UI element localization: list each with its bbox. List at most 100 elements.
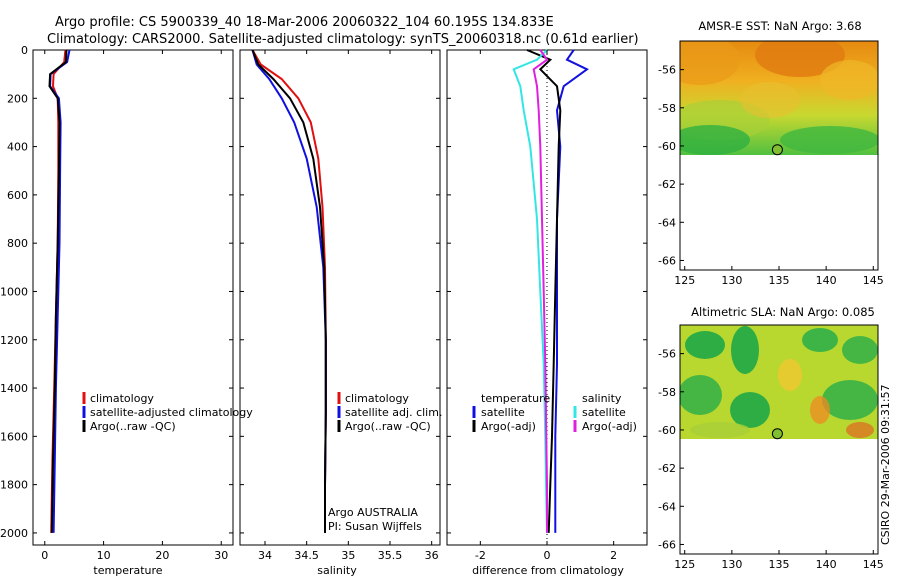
legend-title-temperature: temperature	[481, 392, 550, 405]
map-y-tick-label: -62	[658, 462, 676, 475]
temperature-x-ticks: 0 10 20 30	[41, 50, 228, 562]
series-line-argo-raw-qc-	[48, 49, 68, 533]
pi-label: PI: Susan Wijffels	[328, 520, 422, 533]
sla-blob	[731, 326, 759, 374]
sla-blob	[846, 422, 874, 438]
sst-blob	[755, 41, 845, 77]
depth-axis: 0 200 400 600 800 1000 1200 1400 1600 1800 2000	[0, 44, 28, 540]
series-line-temperature-argo-adj-	[526, 49, 562, 533]
legend-label-satellite: satellite-adjusted climatology	[90, 406, 253, 419]
salinity-axis-label: salinity	[317, 564, 357, 577]
x-tick-label: 34	[258, 549, 272, 562]
series-line-salinity-satellite	[512, 49, 548, 533]
map-y-tick-label: -64	[658, 216, 676, 229]
difference-x-ticks: -2 0 2	[475, 50, 617, 562]
sla-blob	[690, 422, 750, 438]
map-y-tick-label: -64	[658, 500, 676, 513]
sst-blob	[680, 41, 740, 85]
sla-map-ticks: 125 130 135 140 145 -56 -58 -60 -62 -64 -66	[658, 348, 884, 571]
y-tick-label: 400	[7, 141, 28, 154]
x-tick-label: 36	[425, 549, 439, 562]
y-tick-label: 600	[7, 189, 28, 202]
sla-blob	[778, 359, 802, 391]
sla-blob	[685, 331, 725, 359]
temperature-legend: climatology satellite-adjusted climatolo…	[82, 392, 253, 433]
y-tick-label: 800	[7, 237, 28, 250]
x-tick-label: 35	[341, 549, 355, 562]
sst-blob	[820, 60, 878, 100]
legend-label-argo: Argo(..raw -QC)	[90, 420, 176, 433]
legend-label-argo: Argo(..raw -QC)	[345, 420, 431, 433]
legend-label-sal-argo: Argo(-adj)	[582, 420, 637, 433]
y-tick-label: 1000	[0, 285, 28, 298]
series-line-satellite-adj-clim-	[251, 49, 327, 533]
sla-map-field	[680, 325, 878, 439]
y-tick-label: 1200	[0, 334, 28, 347]
map-x-tick-label: 130	[721, 274, 742, 287]
map-y-tick-label: -58	[658, 386, 676, 399]
map-y-tick-label: -66	[658, 254, 676, 267]
x-tick-label: 34.5	[294, 549, 319, 562]
argo-australia-label: Argo AUSTRALIA	[328, 506, 418, 519]
map-x-tick-label: 145	[863, 558, 884, 571]
legend-title-salinity: salinity	[582, 392, 622, 405]
salinity-legend: climatology satellite adj. clim. Argo(..…	[337, 392, 442, 433]
x-tick-label: 35.5	[378, 549, 403, 562]
map-y-tick-label: -58	[658, 102, 676, 115]
sla-blob	[810, 396, 830, 424]
sla-blob	[730, 392, 770, 428]
temperature-curves	[33, 49, 233, 534]
map-x-tick-label: 125	[674, 274, 695, 287]
x-tick-label: 0	[41, 549, 48, 562]
sst-blob	[780, 126, 878, 154]
temperature-panel-frame	[32, 49, 234, 546]
map-x-tick-label: 135	[769, 558, 790, 571]
map-y-tick-label: -62	[658, 178, 676, 191]
map-y-tick-label: -56	[658, 348, 676, 361]
x-tick-label: -2	[475, 549, 486, 562]
legend-label-climatology: climatology	[90, 392, 154, 405]
map-y-tick-label: -66	[658, 538, 676, 551]
x-tick-label: 20	[155, 549, 169, 562]
difference-legend: temperature satellite Argo(-adj) salinit…	[472, 392, 637, 433]
sla-map-title: Altimetric SLA: NaN Argo: 0.085	[691, 305, 875, 319]
salinity-panel-frame	[239, 49, 441, 546]
map-y-tick-label: -60	[658, 140, 676, 153]
y-tick-label: 1800	[0, 479, 28, 492]
map-x-tick-label: 130	[721, 558, 742, 571]
salinity-curves	[240, 49, 440, 534]
x-tick-label: 30	[214, 549, 228, 562]
sst-map-ticks: 125 130 135 140 145 -56 -58 -60 -62 -64 -66	[658, 64, 884, 287]
difference-axis-label: difference from climatology	[472, 564, 624, 577]
series-line-argo-raw-qc-	[251, 49, 327, 533]
x-tick-label: 0	[544, 549, 551, 562]
map-y-tick-label: -60	[658, 424, 676, 437]
x-tick-label: 2	[610, 549, 617, 562]
legend-label-temp-satellite: satellite	[481, 406, 525, 419]
legend-label-climatology: climatology	[345, 392, 409, 405]
csiro-credit: CSIRO 29-Mar-2006 09:31:57	[879, 384, 892, 545]
figure-title-line1: Argo profile: CS 5900339_40 18-Mar-2006 …	[55, 15, 554, 30]
figure-title-line2: Climatology: CARS2000. Satellite-adjuste…	[47, 32, 639, 47]
y-tick-label: 0	[21, 44, 28, 57]
map-x-tick-label: 135	[769, 274, 790, 287]
temperature-axis-label: temperature	[93, 564, 162, 577]
y-tick-label: 1600	[0, 430, 28, 443]
x-tick-label: 10	[97, 549, 111, 562]
map-x-tick-label: 145	[863, 274, 884, 287]
sst-blob	[740, 82, 800, 118]
legend-label-sal-satellite: satellite	[582, 406, 626, 419]
sla-blob	[842, 336, 878, 364]
series-line-climatology	[251, 49, 327, 533]
sst-blob	[680, 125, 750, 155]
difference-curves	[447, 49, 647, 545]
map-x-tick-label: 140	[816, 274, 837, 287]
legend-label-satellite: satellite adj. clim.	[345, 406, 442, 419]
map-x-tick-label: 140	[816, 558, 837, 571]
sst-map-title: AMSR-E SST: NaN Argo: 3.68	[698, 19, 861, 33]
sla-blob	[822, 380, 878, 420]
y-tick-label: 1400	[0, 382, 28, 395]
legend-label-temp-argo: Argo(-adj)	[481, 420, 536, 433]
sst-map-field	[680, 41, 878, 155]
